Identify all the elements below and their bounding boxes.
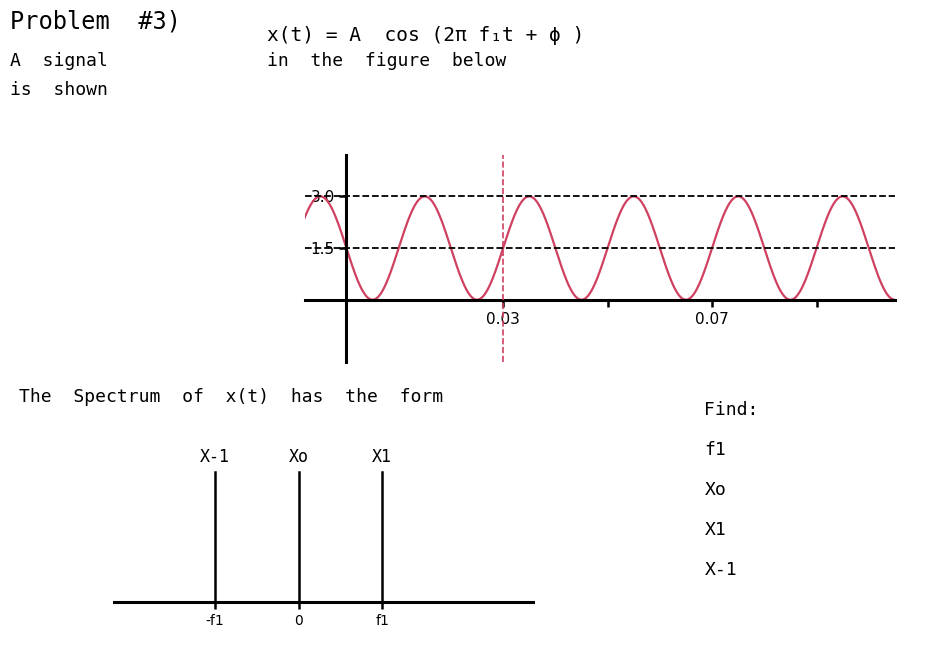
Text: X1: X1	[704, 521, 726, 539]
Text: A  signal: A signal	[10, 52, 108, 70]
Text: X-1: X-1	[200, 448, 229, 466]
Text: X1: X1	[372, 448, 392, 466]
Text: is  shown: is shown	[10, 81, 108, 99]
Text: f1: f1	[704, 441, 726, 459]
Text: in  the  figure  below: in the figure below	[267, 52, 506, 70]
Text: Find:: Find:	[704, 401, 759, 419]
Text: X-1: X-1	[704, 561, 737, 579]
Text: x(t) = A  cos (2π f₁t + ϕ ): x(t) = A cos (2π f₁t + ϕ )	[267, 26, 584, 45]
Text: Xo: Xo	[704, 481, 726, 499]
Text: Xo: Xo	[288, 448, 308, 466]
Text: The  Spectrum  of  x(t)  has  the  form: The Spectrum of x(t) has the form	[19, 388, 444, 406]
Text: Problem  #3): Problem #3)	[10, 10, 181, 34]
